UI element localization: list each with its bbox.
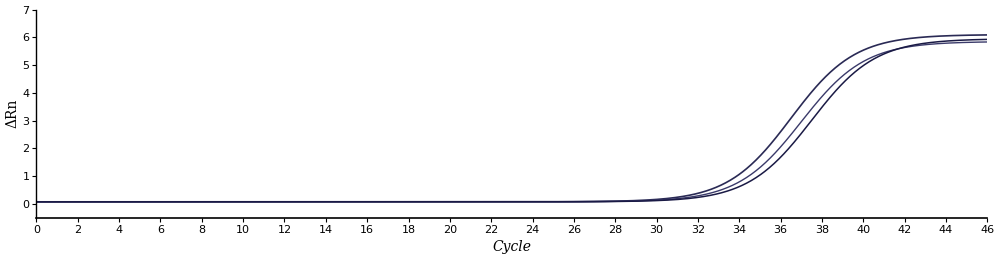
X-axis label: Cycle: Cycle	[492, 240, 531, 255]
Y-axis label: ΔRn: ΔRn	[6, 99, 20, 128]
